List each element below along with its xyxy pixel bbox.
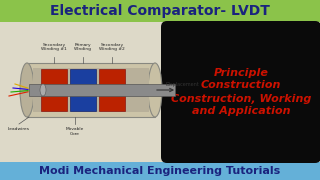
Bar bbox=[41, 92, 67, 111]
Ellipse shape bbox=[20, 63, 34, 117]
Bar bbox=[33, 68, 149, 112]
Bar bbox=[0, 0, 320, 22]
Text: Leadwires: Leadwires bbox=[8, 127, 30, 131]
Bar bbox=[27, 63, 155, 117]
Bar bbox=[0, 22, 320, 162]
Ellipse shape bbox=[148, 63, 162, 117]
Text: Construction, Working: Construction, Working bbox=[171, 93, 311, 103]
Bar bbox=[99, 69, 125, 88]
Text: Secondary
Winding #1: Secondary Winding #1 bbox=[41, 43, 67, 51]
Bar bbox=[70, 92, 96, 111]
Text: Secondary
Winding #2: Secondary Winding #2 bbox=[99, 43, 125, 51]
Bar bbox=[0, 162, 320, 180]
Bar bbox=[41, 69, 67, 88]
Text: Construction: Construction bbox=[201, 80, 281, 91]
Text: Movable
Core: Movable Core bbox=[66, 127, 84, 136]
Ellipse shape bbox=[40, 84, 46, 96]
FancyBboxPatch shape bbox=[161, 21, 320, 163]
Bar bbox=[29, 84, 175, 96]
Text: Principle: Principle bbox=[213, 68, 268, 78]
Bar bbox=[70, 69, 96, 88]
Text: and Application: and Application bbox=[192, 107, 290, 116]
Text: Displacement: Displacement bbox=[165, 82, 199, 87]
Text: Electrical Comparator- LVDT: Electrical Comparator- LVDT bbox=[50, 4, 270, 18]
Bar bbox=[99, 92, 125, 111]
Text: Modi Mechanical Engineering Tutorials: Modi Mechanical Engineering Tutorials bbox=[39, 166, 281, 176]
Text: Primary
Winding: Primary Winding bbox=[74, 43, 92, 51]
